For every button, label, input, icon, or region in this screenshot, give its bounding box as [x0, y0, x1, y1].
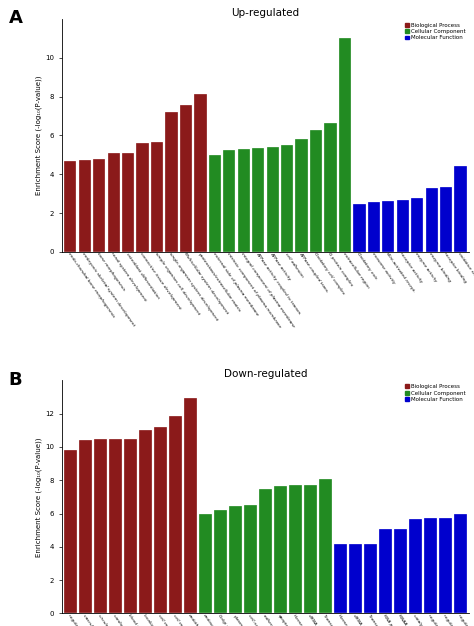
- Bar: [426, 188, 438, 252]
- Bar: [289, 485, 302, 613]
- Bar: [229, 506, 242, 613]
- Bar: [180, 105, 192, 252]
- Bar: [439, 518, 452, 613]
- Bar: [281, 145, 293, 252]
- Bar: [274, 486, 287, 613]
- Bar: [79, 160, 91, 252]
- Bar: [124, 439, 137, 613]
- Bar: [424, 518, 437, 613]
- Bar: [339, 38, 351, 252]
- Bar: [454, 513, 466, 613]
- Bar: [209, 155, 221, 252]
- Bar: [440, 187, 452, 252]
- Bar: [244, 505, 257, 613]
- Y-axis label: Enrichment Score (-log₁₀(P-value)): Enrichment Score (-log₁₀(P-value)): [36, 437, 42, 557]
- Text: B: B: [9, 371, 22, 389]
- Bar: [154, 427, 167, 613]
- Legend: Biological Process, Cellular Component, Molecular Function: Biological Process, Cellular Component, …: [403, 21, 466, 41]
- Bar: [79, 440, 92, 613]
- Bar: [109, 439, 122, 613]
- Bar: [137, 143, 149, 252]
- Bar: [165, 112, 178, 252]
- Bar: [368, 202, 380, 252]
- Bar: [214, 510, 227, 613]
- Bar: [237, 149, 250, 252]
- Bar: [304, 485, 317, 613]
- Bar: [353, 204, 365, 252]
- Bar: [334, 545, 347, 613]
- Bar: [319, 478, 332, 613]
- Title: Down-regulated: Down-regulated: [224, 369, 307, 379]
- Title: Up-regulated: Up-regulated: [231, 8, 300, 18]
- Bar: [409, 520, 422, 613]
- Bar: [259, 488, 272, 613]
- Bar: [295, 139, 308, 252]
- Bar: [184, 398, 197, 613]
- Bar: [324, 123, 337, 252]
- Bar: [397, 200, 409, 252]
- Bar: [139, 430, 152, 613]
- Bar: [122, 153, 134, 252]
- Bar: [310, 130, 322, 252]
- Bar: [364, 543, 377, 613]
- Bar: [64, 161, 76, 252]
- Y-axis label: Enrichment Score (-log₁₀(P-value)): Enrichment Score (-log₁₀(P-value)): [36, 76, 42, 195]
- Bar: [169, 416, 182, 613]
- Bar: [394, 528, 407, 613]
- Bar: [252, 148, 264, 252]
- Bar: [411, 198, 423, 252]
- Bar: [93, 159, 105, 252]
- Bar: [199, 513, 212, 613]
- Bar: [194, 94, 207, 252]
- Bar: [266, 147, 279, 252]
- Bar: [108, 153, 120, 252]
- Text: A: A: [9, 9, 22, 28]
- Bar: [223, 150, 236, 252]
- Bar: [349, 545, 362, 613]
- Bar: [64, 450, 77, 613]
- Bar: [151, 142, 163, 252]
- Bar: [382, 202, 394, 252]
- Legend: Biological Process, Cellular Component, Molecular Function: Biological Process, Cellular Component, …: [403, 383, 466, 403]
- Bar: [94, 439, 107, 613]
- Bar: [455, 167, 467, 252]
- Bar: [379, 530, 392, 613]
